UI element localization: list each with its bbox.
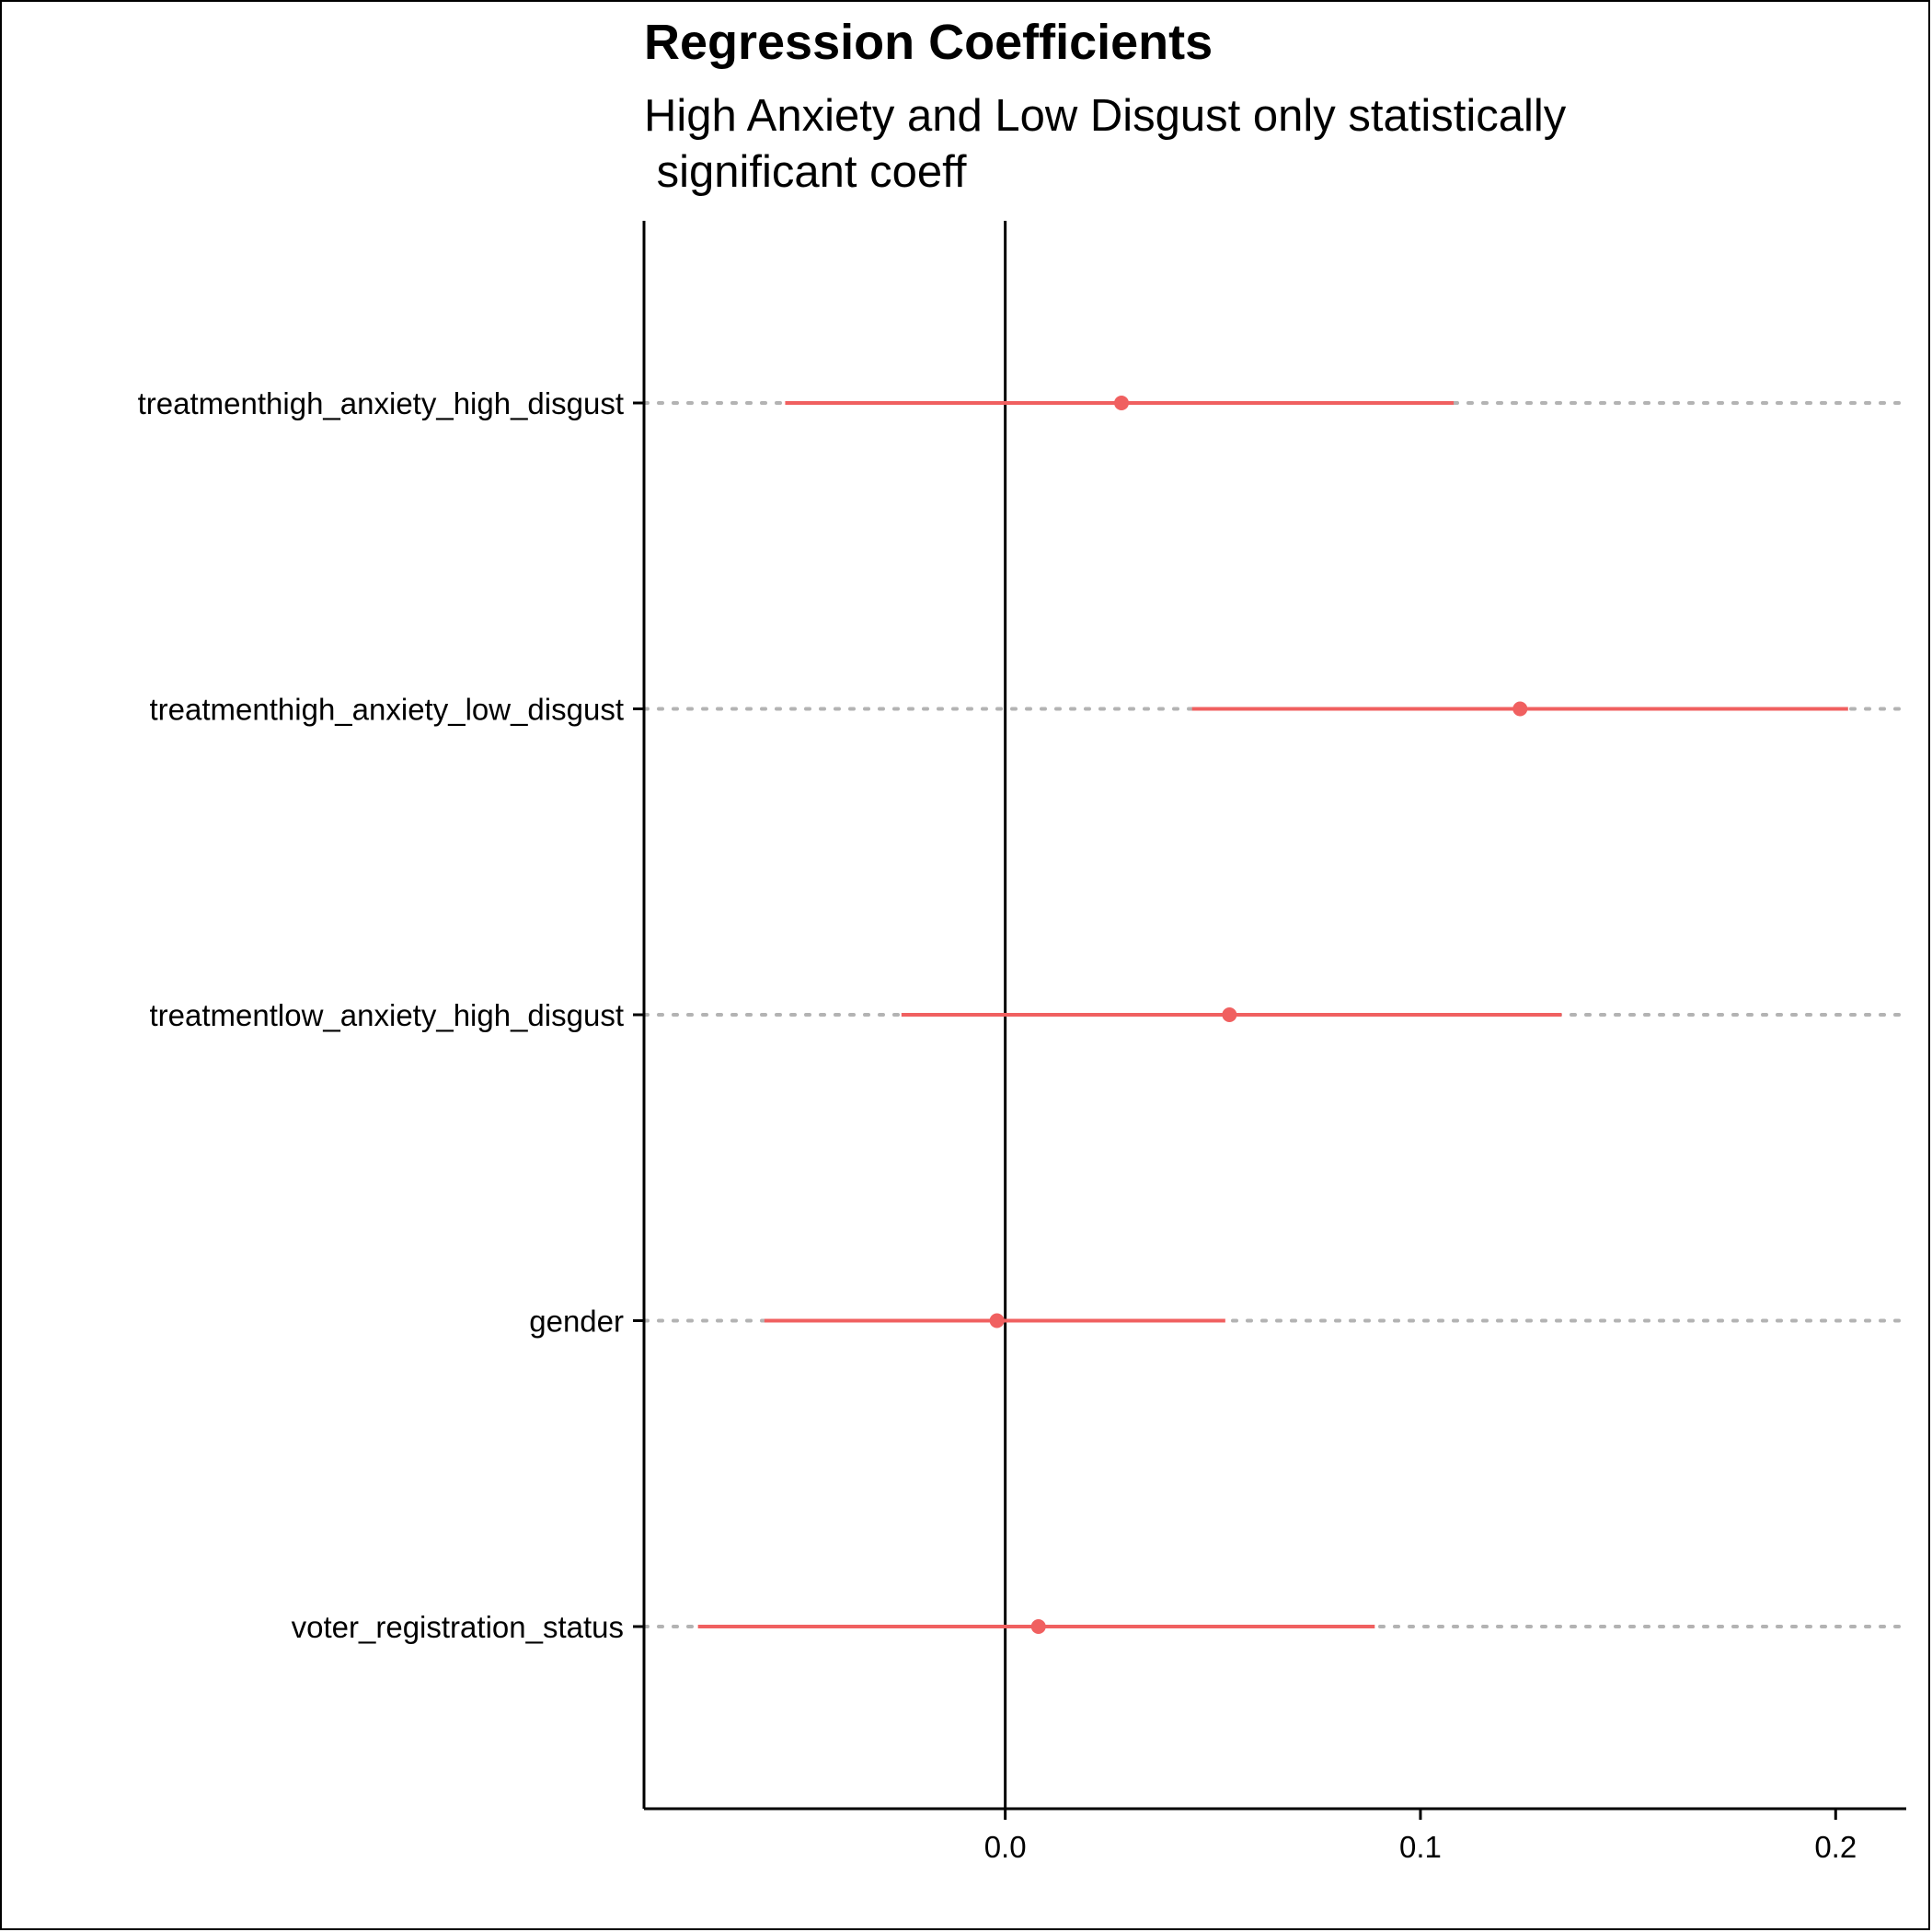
chart-subtitle-line-1: High Anxiety and Low Disgust only statis…	[644, 91, 1567, 141]
point-estimate	[1030, 1619, 1046, 1634]
coefficient-marks	[697, 396, 1848, 1634]
y-tick-label: treatmenthigh_anxiety_high_disgust	[138, 386, 624, 420]
point-estimate	[1114, 396, 1130, 410]
chart-subtitle-line-2: significant coeff	[644, 147, 967, 197]
x-tick-label: 0.0	[984, 1830, 1027, 1864]
point-estimate	[989, 1313, 1005, 1328]
point-estimate	[1512, 701, 1528, 717]
point-estimate	[1222, 1007, 1237, 1022]
axes	[633, 221, 1906, 1820]
y-tick-label: treatmenthigh_anxiety_low_disgust	[150, 693, 624, 727]
y-tick-label: treatmentlow_anxiety_high_disgust	[150, 998, 624, 1032]
x-tick-label: 0.2	[1814, 1830, 1857, 1864]
y-tick-label: voter_registration_status	[292, 1610, 624, 1644]
y-tick-label: gender	[529, 1305, 624, 1339]
axis-labels: 0.0 0.1 0.2 treatmenthigh_anxiety_high_disg…	[138, 386, 1857, 1864]
x-tick-label: 0.1	[1399, 1830, 1442, 1864]
chart-title: Regression Coefficients	[644, 15, 1213, 70]
